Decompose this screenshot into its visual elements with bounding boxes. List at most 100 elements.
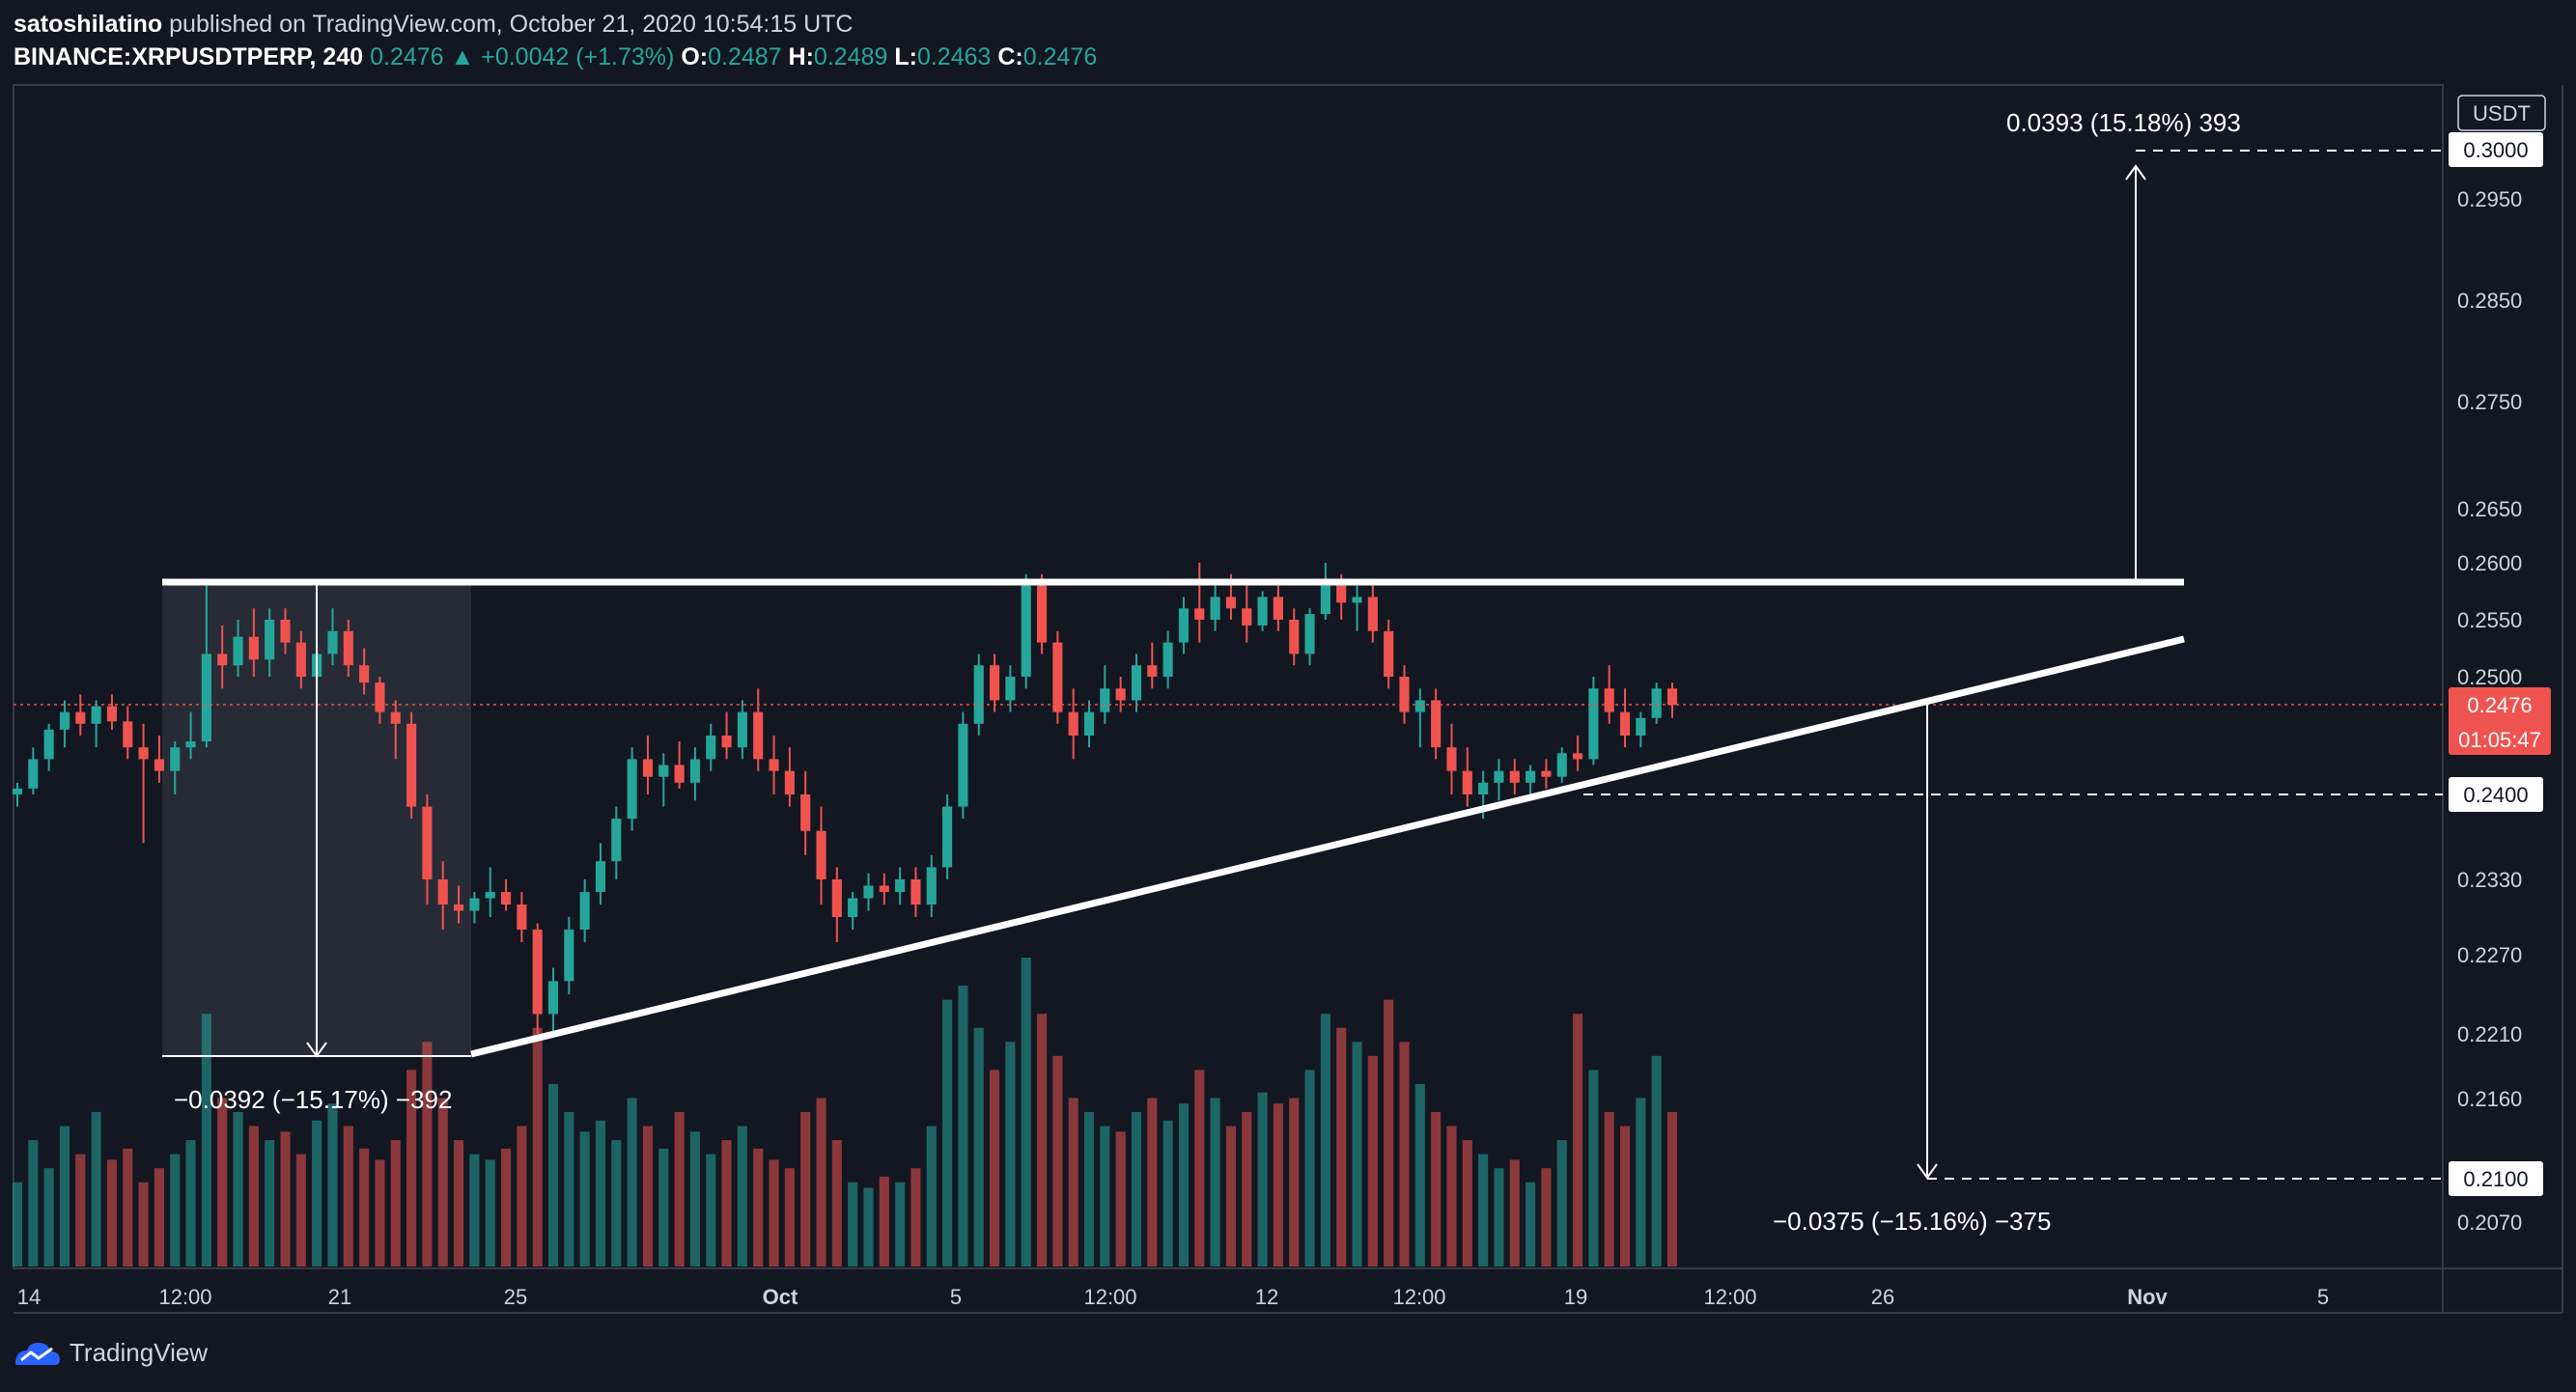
volume-bar <box>1431 1112 1442 1267</box>
time-tick: 12:00 <box>1083 1285 1136 1309</box>
candle-body <box>816 830 826 879</box>
candle-body <box>1414 700 1425 712</box>
target-down-badge <box>2449 1161 2543 1196</box>
candle-body <box>1399 677 1410 712</box>
candles <box>12 563 1678 1034</box>
price-tick: 0.2330 <box>2457 868 2522 892</box>
high-label: H: <box>788 43 814 70</box>
candle-body <box>1052 642 1063 712</box>
candle-body <box>1367 597 1378 631</box>
candle-body <box>1431 700 1442 748</box>
target-up-badge <box>2449 132 2543 167</box>
candle-body <box>1526 770 1536 783</box>
author-link[interactable]: satoshilatino <box>14 11 163 38</box>
close-label: C: <box>997 43 1023 70</box>
publish-line: satoshilatino published on TradingView.c… <box>14 8 1097 41</box>
candle-body <box>990 665 1000 701</box>
volume-bar <box>973 1027 984 1267</box>
volume-bar <box>123 1148 133 1267</box>
volume-bar <box>926 1126 937 1267</box>
low-label: L: <box>894 43 917 70</box>
volume-bar <box>59 1126 70 1267</box>
volume-bar <box>1083 1112 1095 1267</box>
target-down-value: 0.2100 <box>2463 1167 2528 1191</box>
time-tick: 12:00 <box>1392 1285 1445 1309</box>
candle-body <box>769 759 779 771</box>
open-label: O: <box>681 43 709 70</box>
volume-bar <box>12 1182 23 1267</box>
volume-bar <box>1462 1140 1472 1267</box>
candle-body <box>721 736 732 748</box>
time-tick: Oct <box>763 1285 798 1309</box>
price-tick: 0.2650 <box>2457 497 2522 521</box>
volume-bar <box>674 1112 685 1267</box>
candle-body <box>1478 782 1489 794</box>
candle-body <box>1147 665 1158 677</box>
volume-bar <box>863 1187 874 1267</box>
candle-body <box>106 706 118 722</box>
candle-body <box>28 759 39 789</box>
close-value: 0.2476 <box>1022 43 1098 70</box>
volume-bar <box>217 1098 228 1267</box>
candle-body <box>217 654 228 666</box>
candle-body <box>973 665 984 724</box>
time-axis[interactable]: 14 12:00 21 25 Oct 5 12:00 12 12:00 19 12:00 26 Nov 5 <box>17 1285 2329 1309</box>
price-tick: 0.2070 <box>2457 1211 2522 1235</box>
candle-body <box>1273 597 1283 620</box>
volume-bar <box>1636 1098 1646 1267</box>
candle-body <box>1651 688 1662 718</box>
price-tick: 0.2850 <box>2457 289 2522 313</box>
price-axis[interactable]: 0.30000.29500.28500.27500.26500.26000.25… <box>2457 139 2522 1235</box>
high-value: 0.2489 <box>813 43 888 70</box>
price-tick: 0.2600 <box>2457 551 2522 575</box>
volume-bar <box>280 1131 291 1267</box>
chart-header: satoshilatino published on TradingView.c… <box>14 8 1097 73</box>
time-tick: 14 <box>17 1285 41 1309</box>
candle-body <box>1005 677 1016 701</box>
candle-body <box>375 682 385 712</box>
candle-body <box>1352 597 1362 603</box>
candle-body <box>485 892 495 899</box>
volume-bar <box>390 1140 401 1267</box>
time-tick: 12:00 <box>158 1285 211 1309</box>
volume-bar <box>1588 1070 1599 1267</box>
volume-bar <box>1478 1154 1489 1267</box>
volume-bar <box>879 1176 889 1267</box>
breakdown-badge <box>2449 777 2543 812</box>
candle-body <box>1036 585 1048 643</box>
candle-body <box>1336 585 1347 603</box>
candle-body <box>265 620 275 660</box>
candle-body <box>1162 642 1173 677</box>
volume-bar <box>1526 1182 1536 1267</box>
candle-body <box>863 885 874 899</box>
volume-bar <box>327 1103 338 1267</box>
volume-bar <box>1273 1103 1283 1267</box>
last-price-value: 0.2476 <box>2467 693 2532 717</box>
candle-body <box>1115 688 1126 701</box>
up-arrow-icon: ▲ <box>450 43 475 70</box>
volume-bar <box>201 1014 211 1267</box>
volume-bar <box>1100 1126 1110 1267</box>
candle-body <box>327 630 338 654</box>
volume-bar <box>800 1112 811 1267</box>
symbol-name[interactable]: BINANCE:XRPUSDTPERP, 240 <box>14 43 364 70</box>
volume-bar <box>1036 1014 1048 1267</box>
support-trendline[interactable] <box>470 635 2185 1058</box>
candle-body <box>1320 585 1330 615</box>
volume-bar <box>831 1140 842 1267</box>
candle-body <box>75 711 86 724</box>
currency-badge[interactable] <box>2457 95 2546 131</box>
candle-body <box>454 905 464 911</box>
candle-body <box>627 759 637 820</box>
volume-bar <box>454 1140 464 1267</box>
tradingview-logo[interactable]: TradingView <box>14 1338 208 1368</box>
candle-body <box>59 711 70 730</box>
volume-bar <box>1572 1014 1583 1267</box>
volume-bar <box>1320 1014 1330 1267</box>
volume-bar <box>75 1154 86 1267</box>
candle-body <box>437 879 448 905</box>
candle-body <box>737 711 747 748</box>
candle-body <box>1068 711 1078 736</box>
volume-bar <box>1494 1168 1504 1267</box>
